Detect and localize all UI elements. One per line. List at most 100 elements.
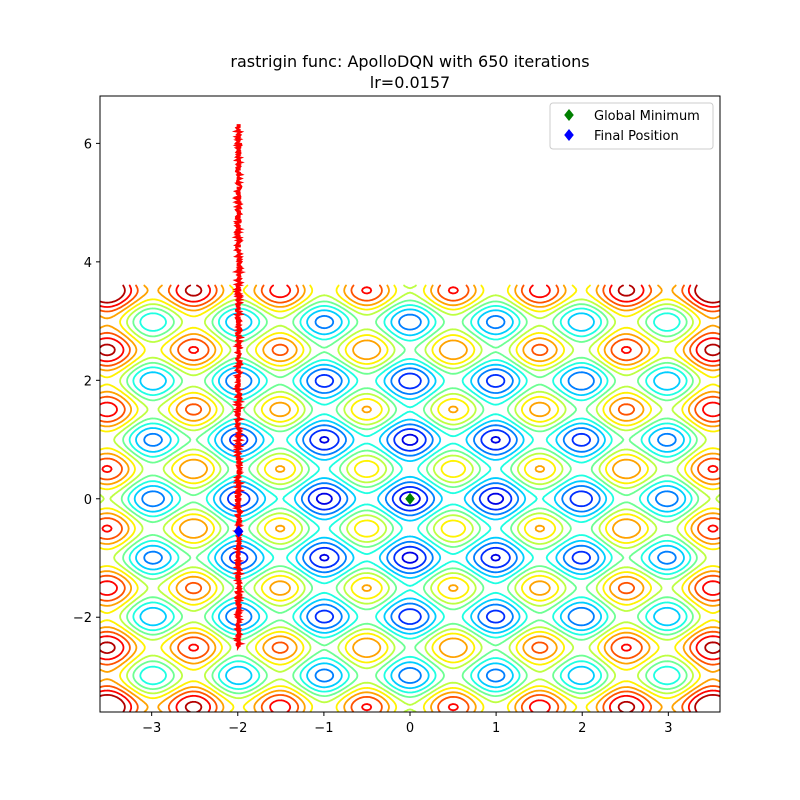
trajectory-point xyxy=(236,287,241,291)
trajectory-point xyxy=(236,331,241,335)
trajectory-point xyxy=(236,340,241,344)
y-tick-label: 2 xyxy=(84,374,92,389)
trajectory-point xyxy=(236,239,241,243)
trajectory-point xyxy=(236,350,241,354)
contour-level-0 xyxy=(315,433,505,564)
trajectory-point xyxy=(236,249,241,253)
trajectory-point xyxy=(236,470,241,474)
trajectory-point xyxy=(236,234,241,238)
trajectory-point xyxy=(236,302,241,306)
trajectory-point xyxy=(236,364,241,368)
trajectory-point xyxy=(236,306,241,310)
trajectory-point xyxy=(236,177,241,181)
contour-level-9 xyxy=(100,284,720,712)
trajectory-point xyxy=(236,297,241,301)
y-tick-label: 4 xyxy=(84,256,92,271)
trajectory-point xyxy=(236,359,241,363)
y-tick-label: −2 xyxy=(73,611,92,626)
trajectory-point xyxy=(236,629,241,633)
trajectory-point xyxy=(236,379,241,383)
trajectory-point xyxy=(236,196,241,200)
trajectory-point xyxy=(236,605,241,609)
chart-subtitle: lr=0.0157 xyxy=(370,73,450,92)
legend-label-1: Final Position xyxy=(594,129,679,144)
optimizer-trajectory xyxy=(231,124,246,652)
trajectory-point xyxy=(236,489,241,493)
trajectory-point xyxy=(236,432,241,436)
x-axis-ticks: −3 −2 −1 0 1 2 3 xyxy=(142,712,672,736)
trajectory-point xyxy=(236,547,241,551)
trajectory-point xyxy=(236,157,241,161)
trajectory-point xyxy=(236,205,241,209)
trajectory-point xyxy=(236,278,241,282)
trajectory-point xyxy=(236,172,241,176)
trajectory-point xyxy=(236,167,241,171)
trajectory-point xyxy=(236,412,241,416)
trajectory-point xyxy=(236,398,241,402)
trajectory-point xyxy=(236,542,241,546)
trajectory-point xyxy=(236,407,241,411)
y-tick-label: 6 xyxy=(84,137,92,152)
trajectory-point xyxy=(236,595,241,599)
trajectory-point xyxy=(236,393,241,397)
trajectory-point xyxy=(236,494,241,498)
trajectory-point xyxy=(236,610,241,614)
trajectory-point xyxy=(236,345,241,349)
trajectory-point xyxy=(236,600,241,604)
trajectory-point xyxy=(236,268,241,272)
trajectory-point xyxy=(236,355,241,359)
trajectory-point xyxy=(236,321,241,325)
global-minimum-marker xyxy=(405,492,415,505)
contour-level-11 xyxy=(100,284,720,712)
y-tick-label: 0 xyxy=(84,493,92,508)
x-tick-label: −3 xyxy=(142,721,161,736)
legend-marker-1 xyxy=(564,129,574,141)
trajectory-point xyxy=(236,152,241,156)
trajectory-point xyxy=(236,143,241,147)
contour-level-7 xyxy=(100,284,720,712)
trajectory-point xyxy=(236,311,241,315)
trajectory-point xyxy=(236,513,241,517)
trajectory-point xyxy=(236,383,241,387)
trajectory-point xyxy=(236,220,241,224)
contour-level-1 xyxy=(227,372,593,625)
trajectory-point xyxy=(236,643,241,647)
trajectory-point xyxy=(236,566,241,570)
trajectory-point xyxy=(236,201,241,205)
trajectory-point xyxy=(236,614,241,618)
trajectory-point xyxy=(236,441,241,445)
trajectory-point xyxy=(236,465,241,469)
trajectory-point xyxy=(236,499,241,503)
trajectory-point xyxy=(236,537,241,541)
trajectory-point xyxy=(236,586,241,590)
x-tick-label: −1 xyxy=(314,721,333,736)
trajectory-point xyxy=(236,480,241,484)
x-tick-label: 1 xyxy=(492,721,500,736)
trajectory-point xyxy=(236,634,241,638)
trajectory-point xyxy=(236,191,241,195)
contour-level-10 xyxy=(100,284,720,712)
trajectory-point xyxy=(236,456,241,460)
trajectory-point xyxy=(236,590,241,594)
trajectory-point xyxy=(236,638,241,642)
point-markers xyxy=(233,492,415,538)
legend-label-0: Global Minimum xyxy=(594,109,700,124)
contour-level-4 xyxy=(127,304,693,694)
trajectory-point xyxy=(236,128,241,132)
trajectory-point xyxy=(236,186,241,190)
trajectory-point xyxy=(236,148,241,152)
trajectory-point xyxy=(236,504,241,508)
trajectory-point xyxy=(236,326,241,330)
trajectory-point xyxy=(236,292,241,296)
trajectory-point xyxy=(236,316,241,320)
trajectory-point xyxy=(236,581,241,585)
trajectory-point xyxy=(236,561,241,565)
trajectory-point xyxy=(236,446,241,450)
trajectory-point xyxy=(236,557,241,561)
x-tick-label: 2 xyxy=(578,721,586,736)
trajectory-point xyxy=(236,282,241,286)
trajectory-point xyxy=(236,624,241,628)
trajectory-point xyxy=(236,229,241,233)
contour-lines xyxy=(100,284,720,712)
x-tick-label: −2 xyxy=(228,721,247,736)
